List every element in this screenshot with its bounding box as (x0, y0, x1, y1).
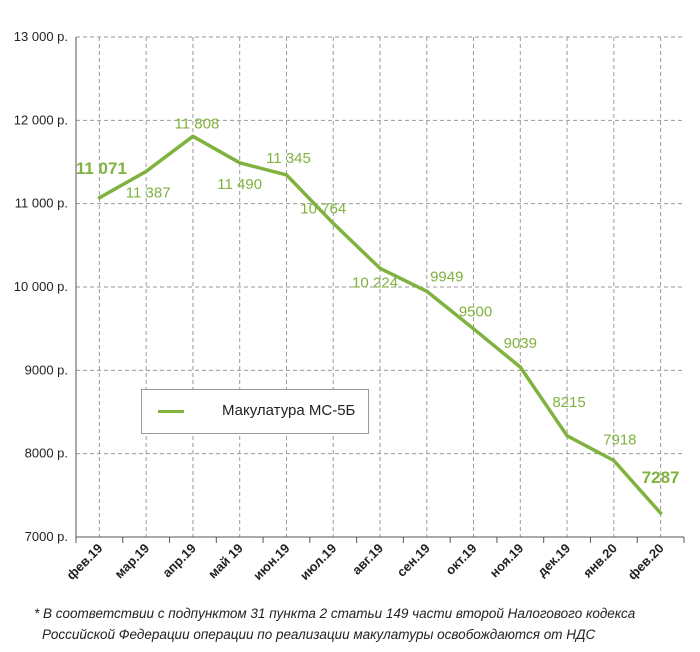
data-point (565, 434, 569, 438)
data-label: 10 224 (352, 274, 398, 291)
data-label: 10 764 (300, 200, 346, 217)
data-point (612, 459, 616, 462)
data-point (97, 196, 101, 200)
x-tick-label: мар.19 (111, 541, 152, 582)
legend: Макулатура МС-5Б (141, 389, 369, 434)
data-point (331, 221, 335, 225)
label-layer: 7000 р. 8000 р. 9000 р. 10 000 р. 11 000 р. 1… (14, 29, 680, 583)
x-tick-label: июн.19 (250, 541, 292, 583)
y-tick-label: 10 000 р. (14, 279, 68, 294)
y-tick-label: 7000 р. (25, 529, 68, 544)
data-label: 11 071 (76, 159, 127, 178)
data-point (518, 365, 522, 369)
data-label: 11 387 (126, 184, 171, 201)
y-tick-label: 12 000 р. (14, 112, 68, 127)
x-tick-label: янв.20 (580, 541, 620, 581)
data-label: 11 345 (266, 150, 311, 167)
data-point (472, 327, 476, 331)
x-tick-label: июл.19 (297, 541, 340, 584)
series-layer (97, 134, 663, 515)
line-chart: 7000 р. 8000 р. 9000 р. 10 000 р. 11 000 р. 1… (14, 29, 685, 583)
y-tick-label: 9000 р. (25, 362, 68, 377)
data-point (284, 173, 288, 177)
footnote-line-2: Российской Федерации операции по реализа… (42, 627, 596, 642)
data-point (144, 169, 148, 173)
data-label: 7918 (603, 432, 636, 449)
grid-layer (76, 36, 684, 538)
data-label: 7287 (642, 468, 680, 487)
footnote-line-1: * В соответствии с подпунктом 31 пункта … (34, 606, 636, 621)
data-label: 11 490 (217, 176, 262, 193)
x-tick-label: фев.20 (625, 541, 667, 583)
legend-label: Макулатура МС-5Б (222, 402, 356, 419)
y-tick-label: 11 000 р. (15, 196, 68, 211)
x-tick-label: сен.19 (394, 541, 433, 580)
x-tick-label: авг.19 (349, 541, 386, 578)
data-label: 9949 (430, 268, 463, 285)
x-tick-label: ноя.19 (487, 541, 527, 581)
data-label: 9039 (504, 335, 537, 352)
data-point (659, 511, 663, 515)
data-point (378, 266, 382, 270)
data-point (425, 289, 429, 293)
data-point (238, 161, 242, 165)
data-point (191, 134, 195, 138)
x-tick-label: дек.19 (534, 541, 573, 580)
footnote: * В соответствии с подпунктом 31 пункта … (34, 603, 684, 645)
x-tick-label: окт.19 (442, 541, 479, 578)
data-label: 11 808 (175, 115, 220, 132)
data-label: 8215 (552, 394, 585, 411)
x-tick-label: май 19 (205, 541, 246, 582)
x-tick-label: апр.19 (159, 541, 199, 581)
axis-layer (75, 37, 685, 543)
data-label: 9500 (459, 304, 492, 321)
legend-swatch (158, 410, 184, 413)
x-tick-label: фев.19 (63, 541, 105, 583)
y-tick-label: 8000 р. (25, 446, 68, 461)
y-tick-label: 13 000 р. (14, 29, 68, 44)
